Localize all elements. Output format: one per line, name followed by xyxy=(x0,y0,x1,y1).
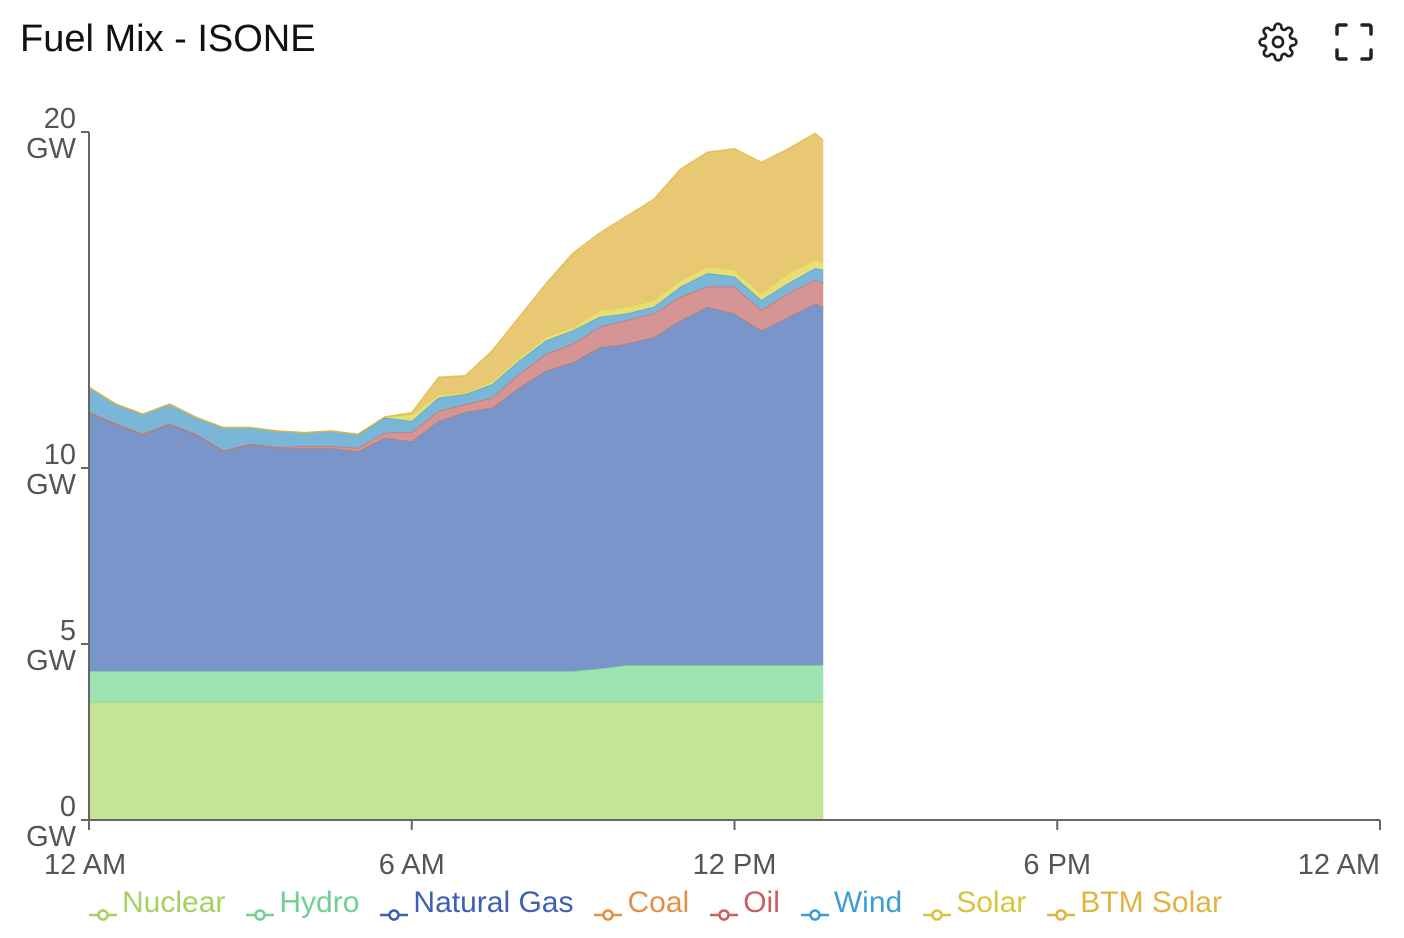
legend-item-oil[interactable]: Oil xyxy=(709,886,780,921)
legend-item-solar[interactable]: Solar xyxy=(922,886,1027,921)
gear-icon xyxy=(1258,22,1298,62)
legend-label: Nuclear xyxy=(122,886,226,919)
chart-title: Fuel Mix - ISONE xyxy=(20,18,316,60)
legend-item-btm-solar[interactable]: BTM Solar xyxy=(1046,886,1222,921)
legend-label: Oil xyxy=(743,886,780,919)
area-wind xyxy=(89,268,824,451)
legend-marker-icon xyxy=(709,896,739,921)
legend-label: Solar xyxy=(956,886,1027,919)
y-tick-unit: GW xyxy=(26,645,77,677)
legend-marker-icon xyxy=(379,896,409,921)
legend-label: Coal xyxy=(627,886,690,919)
legend-marker-icon xyxy=(922,896,952,921)
x-tick-label: 12 PM xyxy=(693,849,777,880)
y-tick-unit: GW xyxy=(26,821,77,853)
legend-marker-icon xyxy=(1046,896,1076,921)
legend-item-coal[interactable]: Coal xyxy=(593,886,690,921)
legend: Nuclear Hydro Natural Gas Coal Oil Wind Solar B… xyxy=(88,886,1222,921)
settings-button[interactable] xyxy=(1258,22,1298,62)
x-tick-label: 12 AM xyxy=(1298,849,1380,880)
legend-label: BTM Solar xyxy=(1080,886,1222,919)
legend-item-wind[interactable]: Wind xyxy=(800,886,903,921)
y-tick-label: 0 xyxy=(60,791,76,823)
fullscreen-button[interactable] xyxy=(1334,22,1374,62)
y-tick-unit: GW xyxy=(26,133,77,165)
area-oil xyxy=(89,279,824,452)
area-natural-gas xyxy=(89,303,824,672)
y-tick-label: 10 xyxy=(44,439,76,471)
x-tick-label: 6 AM xyxy=(379,849,445,880)
legend-label: Hydro xyxy=(279,886,360,919)
legend-item-nuclear[interactable]: Nuclear xyxy=(88,886,226,921)
fullscreen-icon xyxy=(1335,23,1373,61)
y-tick-label: 20 xyxy=(44,103,76,135)
y-tick-unit: GW xyxy=(26,469,77,501)
area-hydro xyxy=(89,665,824,703)
area-nuclear xyxy=(89,702,824,820)
legend-label: Wind xyxy=(833,886,903,919)
legend-marker-icon xyxy=(245,896,275,921)
line-btm-solar xyxy=(88,132,824,436)
legend-label: Natural Gas xyxy=(413,886,574,919)
y-tick-label: 5 xyxy=(60,615,76,647)
legend-item-hydro[interactable]: Hydro xyxy=(245,886,360,921)
legend-marker-icon xyxy=(88,896,118,921)
x-tick-label: 6 PM xyxy=(1023,849,1091,880)
legend-item-natural-gas[interactable]: Natural Gas xyxy=(379,886,574,921)
x-tick-label: 12 AM xyxy=(44,849,126,880)
legend-marker-icon xyxy=(800,896,830,921)
legend-marker-icon xyxy=(593,896,623,921)
